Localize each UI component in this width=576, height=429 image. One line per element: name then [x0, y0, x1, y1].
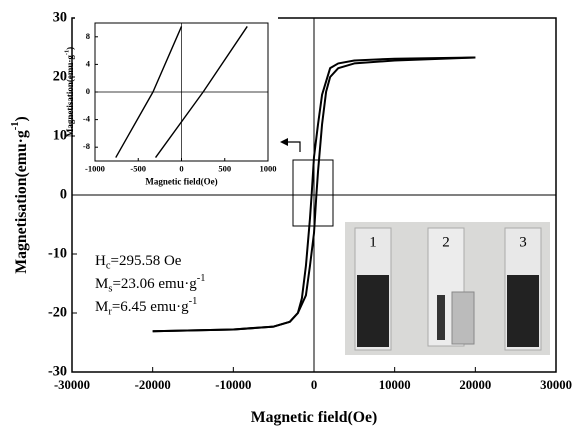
y-tick-label: 30	[53, 9, 67, 25]
photo-label: 2	[442, 234, 450, 250]
y-tick-label: -30	[48, 363, 67, 379]
text-part: Magnetisation(emu·g	[65, 55, 75, 137]
x-tick-label: -20000	[135, 378, 171, 392]
y-tick-label: -10	[48, 245, 67, 261]
y-tick-label: 0	[60, 186, 67, 202]
text-part: c	[106, 261, 111, 272]
x-axis-label: Magnetic field(Oe)	[145, 177, 217, 187]
x-tick-label: 0	[179, 164, 183, 174]
annotation: Mr=6.45 emu·g-1	[95, 296, 197, 318]
arrow-head	[280, 138, 288, 146]
text-part: =295.58 Oe	[111, 253, 182, 269]
text-part: Magnetisation(emu·g	[13, 130, 30, 274]
x-tick-label: 1000	[259, 164, 276, 174]
text-part: =23.06 emu·g	[112, 276, 197, 292]
text-part: r	[108, 307, 112, 318]
text-part: -1	[64, 50, 71, 55]
x-tick-label: 0	[311, 378, 317, 392]
y-tick-label: 0	[86, 86, 90, 96]
vial-liquid	[507, 275, 539, 347]
x-axis-label: Magnetic field(Oe)	[251, 409, 377, 426]
text-part: -1	[189, 296, 198, 307]
loop-branch	[152, 56, 476, 333]
text-part: )	[13, 116, 30, 121]
plot-series	[115, 26, 248, 158]
y-axis-label: Magnetisation(emu·g-1)	[10, 116, 29, 274]
loop-branch	[115, 26, 183, 158]
y-tick-label: -20	[48, 304, 67, 320]
x-tick-label: 10000	[379, 378, 411, 392]
photo-label: 1	[369, 234, 377, 250]
magnet	[451, 291, 475, 345]
photo-label: 3	[519, 234, 527, 250]
y-tick-label: 4	[86, 58, 91, 68]
annotation: Hc=295.58 Oe	[95, 253, 182, 271]
x-tick-label: 30000	[540, 378, 572, 392]
x-tick-label: -10000	[215, 378, 251, 392]
text-part: M	[95, 276, 108, 292]
x-tick-label: 500	[218, 164, 231, 174]
text-part: =6.45 emu·g	[112, 299, 189, 315]
vial-liquid	[357, 275, 389, 347]
text-part: M	[95, 299, 108, 315]
x-tick-label: -1000	[85, 164, 105, 174]
photo	[345, 222, 550, 355]
y-tick-label: 8	[86, 31, 90, 41]
x-tick-label: -500	[130, 164, 146, 174]
text-part: -1	[197, 273, 206, 284]
y-tick-label: -8	[83, 141, 90, 151]
vial-particles	[437, 295, 445, 340]
loop-branch	[154, 26, 248, 158]
inset-bg	[75, 10, 278, 193]
y-tick-label: 10	[53, 127, 67, 143]
text-part: H	[95, 253, 106, 269]
arrow	[286, 141, 301, 152]
annotation: Ms=23.06 emu·g-1	[95, 273, 205, 295]
y-tick-label: -4	[83, 114, 91, 124]
x-tick-label: 20000	[459, 378, 491, 392]
text-part: s	[108, 284, 112, 295]
text-part: )	[65, 47, 75, 50]
y-axis-label: Magnetisation(emu·g-1)	[64, 47, 75, 137]
y-tick-label: 20	[53, 68, 67, 84]
text-part: -1	[10, 122, 21, 131]
plot-series	[152, 56, 476, 333]
x-tick-label: -30000	[54, 378, 90, 392]
